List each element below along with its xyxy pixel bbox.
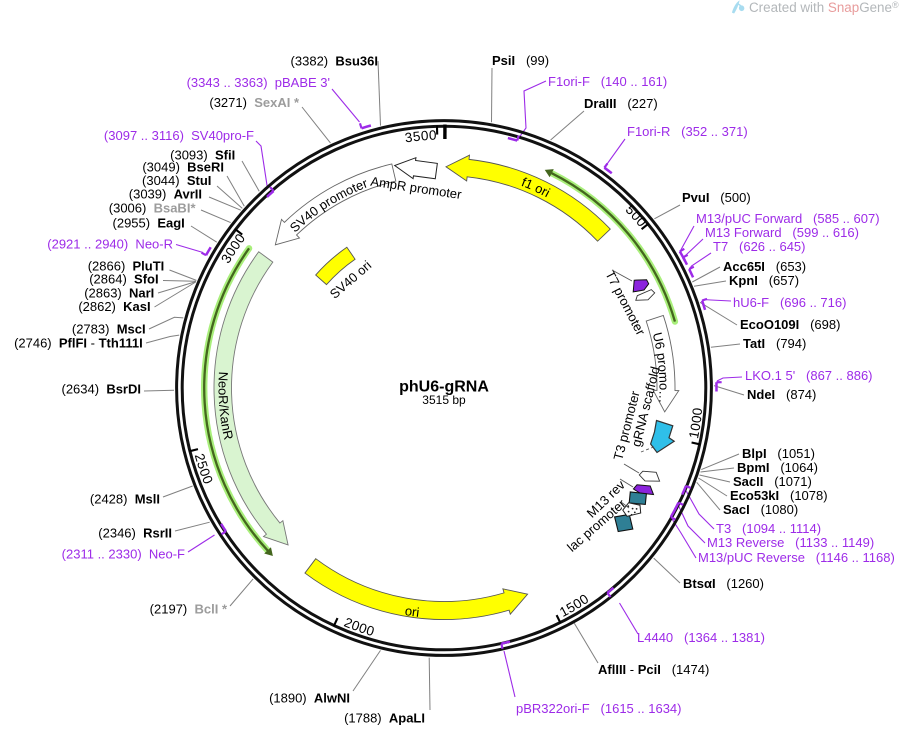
svg-text:DraIII (227): DraIII (227) [584, 96, 658, 111]
svg-text:Eco53kI (1078): Eco53kI (1078) [730, 488, 828, 503]
svg-text:SacII (1071): SacII (1071) [733, 474, 812, 489]
svg-text:(3097 .. 3116) SV40pro-F: (3097 .. 3116) SV40pro-F [104, 128, 254, 143]
svg-text:(2311 .. 2330) Neo-F: (2311 .. 2330) Neo-F [62, 547, 185, 562]
svg-text:(2864) SfoI: (2864) SfoI [89, 272, 158, 287]
svg-text:BtsαI (1260): BtsαI (1260) [683, 576, 764, 591]
svg-text:PvuI (500): PvuI (500) [682, 190, 751, 205]
svg-text:PsiI (99): PsiI (99) [492, 53, 549, 68]
svg-text:(3271) SexAI *: (3271) SexAI * [209, 95, 300, 110]
svg-text:3515 bp: 3515 bp [422, 393, 466, 407]
svg-text:(3343 .. 3363) pBABE 3': (3343 .. 3363) pBABE 3' [187, 75, 330, 90]
svg-text:(2862) KasI: (2862) KasI [78, 299, 150, 314]
svg-text:pBR322ori-F (1615 .. 1634): pBR322ori-F (1615 .. 1634) [516, 701, 681, 716]
svg-text:hU6-F (696 .. 716): hU6-F (696 .. 716) [733, 295, 846, 310]
svg-text:(3382) Bsu36I: (3382) Bsu36I [291, 54, 378, 69]
svg-text:(2346) RsrII: (2346) RsrII [98, 526, 172, 541]
svg-text:(2921 .. 2940) Neo-R: (2921 .. 2940) Neo-R [47, 237, 173, 252]
svg-text:M13/pUC Reverse (1146 .. 116: M13/pUC Reverse (1146 .. 1168) [698, 550, 895, 565]
svg-text:3500: 3500 [404, 128, 437, 146]
svg-text:EcoO109I (698): EcoO109I (698) [740, 317, 840, 332]
svg-text:(1788) ApaLI: (1788) ApaLI [344, 711, 425, 726]
svg-text:T3 (1094 .. 1114): T3 (1094 .. 1114) [716, 521, 821, 536]
svg-text:BlpI (1051): BlpI (1051) [742, 446, 815, 461]
svg-text:KpnI (657): KpnI (657) [729, 273, 799, 288]
svg-text:BpmI (1064): BpmI (1064) [737, 460, 818, 475]
svg-text:Created with SnapGene®: Created with SnapGene® [749, 0, 899, 15]
svg-text:(1890) AlwNI: (1890) AlwNI [269, 691, 350, 706]
svg-text:(2197) BclI *: (2197) BclI * [150, 602, 228, 617]
svg-text:LKO.1 5' (867 .. 886): LKO.1 5' (867 .. 886) [745, 368, 873, 383]
svg-text:NdeI (874): NdeI (874) [747, 387, 816, 402]
svg-text:(3039) AvrII: (3039) AvrII [129, 187, 202, 202]
svg-text:(2783) MscI: (2783) MscI [72, 322, 146, 337]
svg-text:(2428) MslI: (2428) MslI [90, 492, 160, 507]
svg-text:SacI (1080): SacI (1080) [723, 502, 798, 517]
svg-text:M13 Forward (599 .. 616): M13 Forward (599 .. 616) [705, 225, 859, 240]
svg-text:M13 Reverse (1133 .. 1149): M13 Reverse (1133 .. 1149) [707, 535, 874, 550]
svg-text:TatI (794): TatI (794) [743, 336, 806, 351]
svg-text:(2955) EagI: (2955) EagI [113, 216, 185, 231]
svg-text:F1ori-F (140 .. 161): F1ori-F (140 .. 161) [548, 74, 667, 89]
svg-text:AflIII - PciI (1474): AflIII - PciI (1474) [598, 662, 709, 677]
svg-text:ori: ori [404, 603, 420, 620]
svg-text:(2746) PflFI - Tth111I: (2746) PflFI - Tth111I [14, 336, 143, 351]
svg-text:F1ori-R (352 .. 371): F1ori-R (352 .. 371) [627, 124, 748, 139]
svg-text:L4440 (1364 .. 1381): L4440 (1364 .. 1381) [637, 630, 765, 645]
svg-text:(2634) BsrDI: (2634) BsrDI [62, 382, 142, 397]
svg-text:T7 (626 .. 645): T7 (626 .. 645) [713, 239, 806, 254]
svg-text:(3006) BsaBI*: (3006) BsaBI* [109, 201, 197, 216]
svg-text:Acc65I (653): Acc65I (653) [723, 259, 806, 274]
svg-text:M13/pUC Forward (585 .. 607): M13/pUC Forward (585 .. 607) [696, 211, 880, 226]
